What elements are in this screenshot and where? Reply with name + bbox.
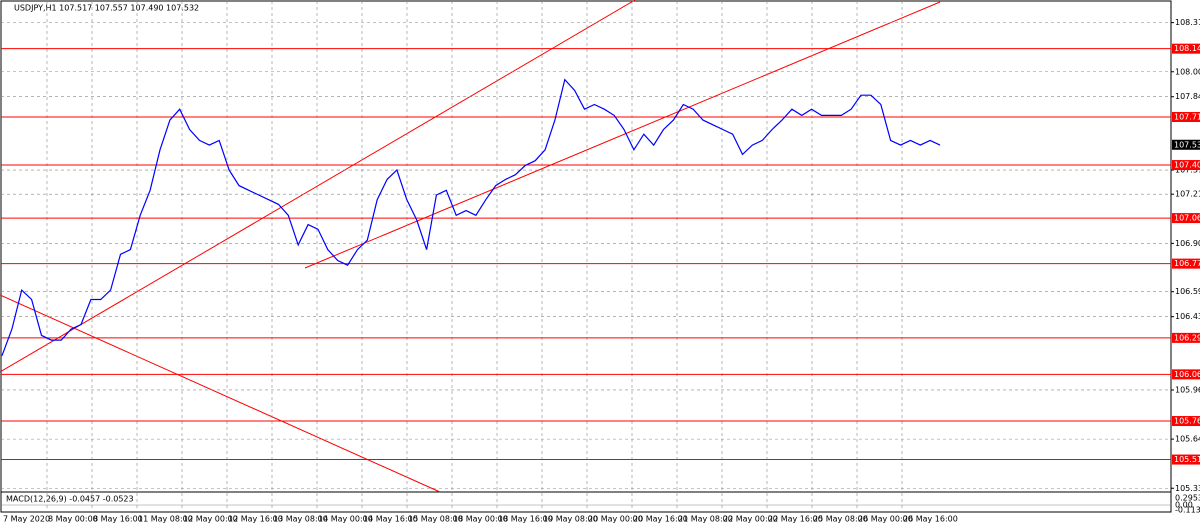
level-tag <box>1172 416 1200 427</box>
level-label: 105.761 <box>1174 417 1200 426</box>
level-label: 107.402 <box>1174 161 1200 170</box>
x-tick-label: 14 May 16:00 <box>363 515 418 524</box>
level-tag <box>1172 369 1200 380</box>
x-tick-label: 22 May 16:00 <box>768 515 823 524</box>
y-tick-label: 106.430 <box>1175 312 1200 321</box>
level-label: 107.710 <box>1174 112 1200 121</box>
level-label: 107.062 <box>1174 214 1200 223</box>
level-tag <box>1172 332 1200 343</box>
x-tick-label: 12 May 00:00 <box>183 515 238 524</box>
x-tick-label: 8 May 16:00 <box>93 515 143 524</box>
x-tick-label: 26 May 16:00 <box>903 515 958 524</box>
x-tick-label: 18 May 00:00 <box>453 515 508 524</box>
x-tick-label: 8 May 00:00 <box>48 515 98 524</box>
level-label: 105.514 <box>1174 455 1200 464</box>
x-tick-label: 12 May 16:00 <box>228 515 283 524</box>
x-tick-label: 13 May 08:00 <box>273 515 328 524</box>
x-tick-label: 20 May 16:00 <box>633 515 688 524</box>
x-tick-label: 25 May 08:00 <box>813 515 868 524</box>
trend-line <box>0 0 636 373</box>
level-tag <box>1172 213 1200 224</box>
level-tag <box>1172 454 1200 465</box>
x-tick-label: 11 May 08:00 <box>138 515 193 524</box>
x-tick-label: 21 May 08:00 <box>678 515 733 524</box>
level-tag <box>1172 111 1200 122</box>
macd-tick: -0.1133 <box>1175 506 1200 515</box>
y-tick-label: 106.590 <box>1175 287 1200 296</box>
price-line <box>1 78 941 356</box>
level-tag <box>1172 43 1200 54</box>
chart-title: USDJPY,H1 107.517 107.557 107.490 107.53… <box>14 4 199 13</box>
x-tick-label: 20 May 00:00 <box>588 515 643 524</box>
y-tick-label: 105.960 <box>1175 385 1200 394</box>
y-tick-label: 105.645 <box>1175 435 1200 444</box>
plot-frame <box>0 0 1172 513</box>
price-label: 107.532 <box>1174 140 1200 149</box>
y-tick-label: 108.315 <box>1175 18 1200 27</box>
macd-label: MACD(12,26,9) -0.0457 -0.0523 <box>6 495 134 504</box>
x-tick-label: 19 May 08:00 <box>543 515 598 524</box>
level-label: 106.060 <box>1174 370 1200 379</box>
x-tick-label: 14 May 00:00 <box>318 515 373 524</box>
price-tag <box>1172 139 1200 150</box>
x-tick-label: 22 May 00:00 <box>723 515 778 524</box>
level-label: 106.770 <box>1174 259 1200 268</box>
y-tick-label: 107.215 <box>1175 190 1200 199</box>
trend-line <box>304 1 941 269</box>
level-label: 106.294 <box>1174 333 1200 342</box>
x-tick-label: 18 May 16:00 <box>498 515 553 524</box>
macd-tick: 0.2953 <box>1175 494 1200 503</box>
level-tag <box>1172 258 1200 269</box>
y-tick-label: 107.840 <box>1175 92 1200 101</box>
level-label: 108.148 <box>1174 44 1200 53</box>
x-tick-label: 7 May 2020 <box>3 515 50 524</box>
y-tick-label: 106.900 <box>1175 239 1200 248</box>
macd-tick: 0.00 <box>1175 501 1193 510</box>
x-tick-label: 15 May 08:00 <box>408 515 463 524</box>
y-tick-label: 105.330 <box>1175 484 1200 493</box>
level-tag <box>1172 160 1200 171</box>
x-tick-label: 26 May 00:00 <box>858 515 913 524</box>
y-tick-label: 108.000 <box>1175 67 1200 76</box>
